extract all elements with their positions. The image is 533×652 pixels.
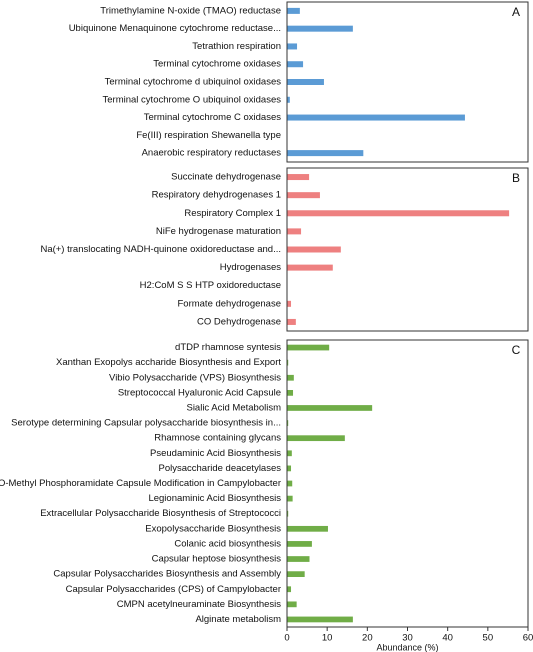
bar <box>287 405 373 411</box>
bar <box>287 541 312 547</box>
category-label: Fe(III) respiration Shewanella type <box>136 130 281 141</box>
category-label: dTDP rhamnose syntesis <box>175 342 281 353</box>
category-label: Ubiquinone Menaquinone cytochrome reduct… <box>69 23 281 34</box>
category-label: Na(+) translocating NADH-quinone oxidore… <box>40 244 281 255</box>
category-label: Trimethylamine N-oxide (TMAO) reductase <box>100 5 281 16</box>
bar <box>287 389 294 396</box>
category-label: Legionaminic Acid Biosynthesis <box>148 493 281 504</box>
category-label: Rhamnose containing glycans <box>154 433 281 444</box>
category-label: Sialic Acid Metabolism <box>186 402 281 413</box>
bar <box>287 300 292 307</box>
bar <box>287 359 289 366</box>
bar <box>287 192 320 199</box>
category-label: Terminal cytochrome oxidases <box>153 59 281 70</box>
category-label: Exopolysaccharide Biosynthesis <box>145 523 281 534</box>
category-label: Terminal cytochrome C oxidases <box>144 112 282 123</box>
bar <box>287 435 345 442</box>
category-label: Anaerobic respiratory reductases <box>142 148 282 159</box>
panel-label: A <box>512 5 520 19</box>
bar <box>287 96 290 103</box>
category-label: Alginate metabolism <box>195 614 281 625</box>
bar <box>287 450 292 457</box>
bar <box>287 495 293 502</box>
x-tick-label: 50 <box>483 633 494 644</box>
bar <box>287 210 510 217</box>
x-tick-label: 10 <box>322 633 333 644</box>
category-label: Formate dehydrogenase <box>177 298 281 309</box>
x-tick-label: 30 <box>402 633 413 644</box>
bar <box>287 61 304 68</box>
bar <box>287 150 364 157</box>
category-label: Respiratory dehydrogenases 1 <box>152 190 281 201</box>
category-label: Terminal cytochrome d ubiquinol oxidases <box>105 77 282 88</box>
bar <box>287 510 289 517</box>
category-label: CO Dehydrogenase <box>197 316 281 327</box>
bar <box>287 601 297 608</box>
x-axis-label: Abundance (%) <box>376 642 438 652</box>
bar <box>287 525 328 532</box>
category-label: Colanic acid biosynthesis <box>174 538 281 549</box>
bar <box>287 616 353 623</box>
bar <box>287 25 353 32</box>
x-tick-label: 0 <box>284 633 289 644</box>
category-label: Hydrogenases <box>220 262 282 273</box>
category-label: Terminal cytochrome O ubiquinol oxidases <box>103 94 282 105</box>
category-label: Streptococcal Hyaluronic Acid Capsule <box>118 387 281 398</box>
bar <box>287 43 298 50</box>
bar <box>287 571 305 578</box>
category-label: CMPN acetylneuraminate Biosynthesis <box>117 599 281 610</box>
bar <box>287 480 293 487</box>
panel-label: B <box>512 171 520 185</box>
x-tick-label: 40 <box>442 633 453 644</box>
category-label: H2:CoM S S HTP oxidoreductase <box>140 280 281 291</box>
category-label: Serotype determining Capsular polysaccha… <box>11 418 281 429</box>
category-label: Capsular Polysaccharides (CPS) of Campyl… <box>66 584 281 595</box>
category-label: Polysaccharide deacetylases <box>158 463 281 474</box>
category-label: Vibio Polysaccharide (VPS) Biosynthesis <box>109 372 281 383</box>
category-label: Extracellular Polysaccharide Biosynthesi… <box>40 508 281 519</box>
bar <box>287 7 300 14</box>
category-label: Pseudaminic Acid Biosynthesis <box>150 448 281 459</box>
category-label: Tetrathion respiration <box>192 41 281 52</box>
panel-frame <box>286 167 529 332</box>
category-label: Xanthan Exopolys accharide Biosynthesis … <box>56 357 281 368</box>
x-tick-label: 20 <box>362 633 373 644</box>
bar <box>287 246 341 253</box>
bar <box>287 228 302 235</box>
bar <box>287 420 289 426</box>
bar <box>287 114 465 121</box>
category-label: O-Methyl Phosphoramidate Capsule Modific… <box>0 478 281 489</box>
bar <box>287 264 333 271</box>
bar <box>287 174 310 181</box>
panel-frame <box>286 339 529 628</box>
category-label: Capsular heptose biosynthesis <box>152 554 282 565</box>
panel-label: C <box>512 343 521 357</box>
panel-frame <box>286 1 529 163</box>
bar <box>287 374 294 381</box>
category-label: Succinate dehydrogenase <box>171 172 281 183</box>
category-label: Capsular Polysaccharides Biosynthesis an… <box>53 569 281 580</box>
bar <box>287 556 310 562</box>
category-label: NiFe hydrogenase maturation <box>156 226 281 237</box>
bar <box>287 318 296 325</box>
bar <box>287 344 330 351</box>
bar <box>287 79 324 85</box>
bar <box>287 586 292 593</box>
category-label: Respiratory Complex 1 <box>184 208 281 219</box>
bar <box>287 465 292 472</box>
x-tick-label: 60 <box>523 633 533 644</box>
